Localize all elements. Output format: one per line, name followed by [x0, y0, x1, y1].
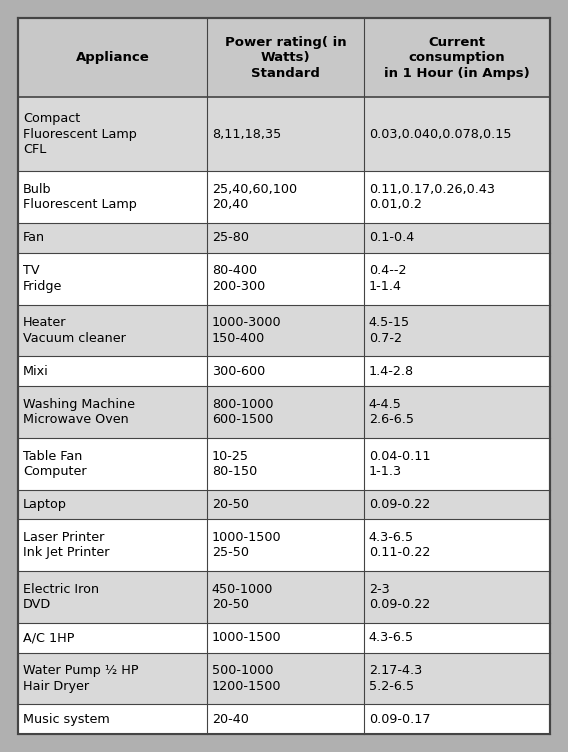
Text: Electric Iron
DVD: Electric Iron DVD	[23, 583, 99, 611]
Text: 2.17-4.3
5.2-6.5: 2.17-4.3 5.2-6.5	[369, 664, 422, 693]
Text: 20-50: 20-50	[212, 498, 249, 511]
Text: 4.3-6.5
0.11-0.22: 4.3-6.5 0.11-0.22	[369, 531, 430, 559]
Text: 1000-1500: 1000-1500	[212, 631, 282, 644]
Text: Compact
Fluorescent Lamp
CFL: Compact Fluorescent Lamp CFL	[23, 112, 137, 156]
Text: 450-1000
20-50: 450-1000 20-50	[212, 583, 273, 611]
Text: 0.04-0.11
1-1.3: 0.04-0.11 1-1.3	[369, 450, 431, 478]
Text: 8,11,18,35: 8,11,18,35	[212, 128, 281, 141]
Text: 0.1-0.4: 0.1-0.4	[369, 232, 414, 244]
Text: Music system: Music system	[23, 713, 110, 726]
Text: 1000-3000
150-400: 1000-3000 150-400	[212, 316, 282, 344]
Bar	[18, 438, 550, 490]
Bar	[18, 171, 550, 223]
Bar	[18, 18, 550, 97]
Text: Heater
Vacuum cleaner: Heater Vacuum cleaner	[23, 316, 126, 344]
Text: Laser Printer
Ink Jet Printer: Laser Printer Ink Jet Printer	[23, 531, 110, 559]
Text: 500-1000
1200-1500: 500-1000 1200-1500	[212, 664, 281, 693]
Text: 4.5-15
0.7-2: 4.5-15 0.7-2	[369, 316, 410, 344]
Text: 80-400
200-300: 80-400 200-300	[212, 265, 265, 293]
Text: 0.09-0.22: 0.09-0.22	[369, 498, 430, 511]
Text: Washing Machine
Microwave Oven: Washing Machine Microwave Oven	[23, 398, 135, 426]
Text: 0.09-0.17: 0.09-0.17	[369, 713, 431, 726]
Text: TV
Fridge: TV Fridge	[23, 265, 62, 293]
Text: 25,40,60,100
20,40: 25,40,60,100 20,40	[212, 183, 297, 211]
Text: 1.4-2.8: 1.4-2.8	[369, 365, 414, 378]
Text: Fan: Fan	[23, 232, 45, 244]
Text: 10-25
80-150: 10-25 80-150	[212, 450, 257, 478]
Bar	[18, 356, 550, 386]
Text: 800-1000
600-1500: 800-1000 600-1500	[212, 398, 273, 426]
Bar	[18, 571, 550, 623]
Bar	[18, 653, 550, 705]
Text: A/C 1HP: A/C 1HP	[23, 631, 74, 644]
Text: 2-3
0.09-0.22: 2-3 0.09-0.22	[369, 583, 430, 611]
Text: Bulb
Fluorescent Lamp: Bulb Fluorescent Lamp	[23, 183, 137, 211]
Text: Current
consumption
in 1 Hour (in Amps): Current consumption in 1 Hour (in Amps)	[384, 35, 530, 80]
Text: 20-40: 20-40	[212, 713, 249, 726]
Text: 300-600: 300-600	[212, 365, 265, 378]
Text: Laptop: Laptop	[23, 498, 67, 511]
Text: Mixi: Mixi	[23, 365, 49, 378]
Text: 25-80: 25-80	[212, 232, 249, 244]
Text: Appliance: Appliance	[76, 51, 149, 64]
Bar	[18, 490, 550, 520]
Text: 0.11,0.17,0.26,0.43
0.01,0.2: 0.11,0.17,0.26,0.43 0.01,0.2	[369, 183, 495, 211]
Bar	[18, 520, 550, 571]
Bar	[18, 223, 550, 253]
Text: Table Fan
Computer: Table Fan Computer	[23, 450, 87, 478]
Text: 4.3-6.5: 4.3-6.5	[369, 631, 414, 644]
Text: 0.03,0.040,0.078,0.15: 0.03,0.040,0.078,0.15	[369, 128, 511, 141]
Text: Power rating( in
Watts)
Standard: Power rating( in Watts) Standard	[224, 35, 346, 80]
Bar	[18, 305, 550, 356]
Bar	[18, 97, 550, 171]
Bar	[18, 623, 550, 653]
Text: 0.4--2
1-1.4: 0.4--2 1-1.4	[369, 265, 406, 293]
Bar	[18, 386, 550, 438]
Text: 4-4.5
2.6-6.5: 4-4.5 2.6-6.5	[369, 398, 414, 426]
Bar	[18, 705, 550, 734]
Text: 1000-1500
25-50: 1000-1500 25-50	[212, 531, 282, 559]
Text: Water Pump ½ HP
Hair Dryer: Water Pump ½ HP Hair Dryer	[23, 664, 139, 693]
Bar	[18, 253, 550, 305]
